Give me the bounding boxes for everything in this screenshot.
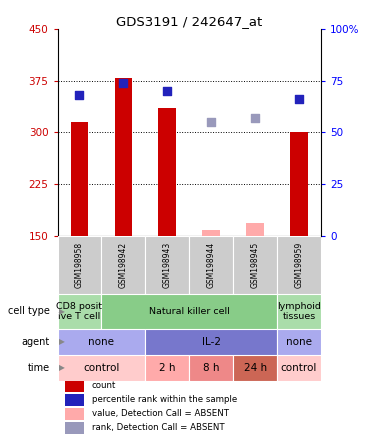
Bar xyxy=(189,236,233,294)
Text: lymphoid
tissues: lymphoid tissues xyxy=(277,301,321,321)
Bar xyxy=(277,329,321,355)
Text: GSM198945: GSM198945 xyxy=(250,242,260,288)
Text: control: control xyxy=(281,363,317,373)
Bar xyxy=(233,236,277,294)
Bar xyxy=(115,79,132,236)
Bar xyxy=(58,294,101,329)
Text: agent: agent xyxy=(22,337,50,347)
Text: Natural killer cell: Natural killer cell xyxy=(149,307,230,316)
Point xyxy=(296,95,302,103)
Point xyxy=(208,119,214,126)
Text: count: count xyxy=(92,381,116,390)
Text: control: control xyxy=(83,363,119,373)
Text: 24 h: 24 h xyxy=(243,363,267,373)
Bar xyxy=(65,408,84,420)
Bar xyxy=(145,355,189,381)
Text: none: none xyxy=(286,337,312,347)
Bar xyxy=(65,394,84,405)
Bar xyxy=(158,108,176,236)
Title: GDS3191 / 242647_at: GDS3191 / 242647_at xyxy=(116,15,262,28)
Text: none: none xyxy=(88,337,114,347)
Bar xyxy=(65,380,84,392)
Bar xyxy=(58,236,101,294)
Text: percentile rank within the sample: percentile rank within the sample xyxy=(92,395,237,404)
Bar xyxy=(277,294,321,329)
Bar xyxy=(71,122,88,236)
Bar xyxy=(277,355,321,381)
Bar xyxy=(58,329,145,355)
Bar xyxy=(58,355,145,381)
Text: ▶: ▶ xyxy=(59,337,65,346)
Text: rank, Detection Call = ABSENT: rank, Detection Call = ABSENT xyxy=(92,423,224,432)
Text: CD8 posit
ive T cell: CD8 posit ive T cell xyxy=(56,301,102,321)
Bar xyxy=(233,355,277,381)
Point xyxy=(121,79,127,86)
Text: ▶: ▶ xyxy=(59,307,65,316)
Text: 8 h: 8 h xyxy=(203,363,219,373)
Text: GSM198958: GSM198958 xyxy=(75,242,84,288)
Point xyxy=(252,114,258,121)
Point xyxy=(164,87,170,95)
Text: GSM198959: GSM198959 xyxy=(295,242,303,288)
Bar xyxy=(277,236,321,294)
Bar xyxy=(101,294,277,329)
Bar xyxy=(246,223,264,236)
Bar xyxy=(101,236,145,294)
Bar xyxy=(290,132,308,236)
Bar xyxy=(203,230,220,236)
Bar xyxy=(65,422,84,434)
Text: time: time xyxy=(28,363,50,373)
Text: ▶: ▶ xyxy=(59,363,65,373)
Text: IL-2: IL-2 xyxy=(202,337,221,347)
Bar xyxy=(145,329,277,355)
Bar xyxy=(189,355,233,381)
Text: GSM198943: GSM198943 xyxy=(163,242,172,288)
Text: value, Detection Call = ABSENT: value, Detection Call = ABSENT xyxy=(92,409,229,418)
Text: GSM198944: GSM198944 xyxy=(207,242,216,288)
Text: cell type: cell type xyxy=(8,306,50,317)
Text: 2 h: 2 h xyxy=(159,363,175,373)
Text: GSM198942: GSM198942 xyxy=(119,242,128,288)
Point xyxy=(76,91,82,99)
Bar xyxy=(145,236,189,294)
